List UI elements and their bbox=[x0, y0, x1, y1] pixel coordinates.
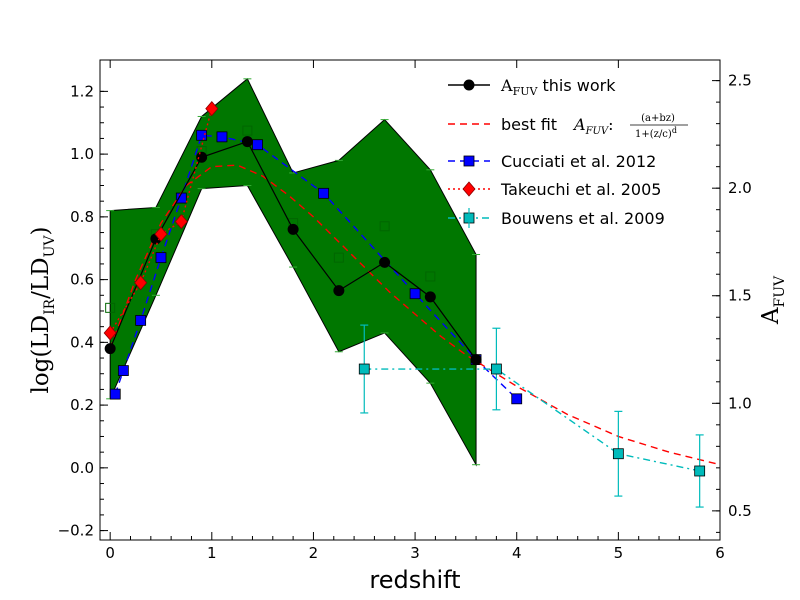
y2-tick-label: 0.5 bbox=[728, 502, 752, 520]
data-point-a-fuv-this-work bbox=[425, 292, 435, 302]
svg-text:log(LDIR/LDUV): log(LDIR/LDUV) bbox=[28, 226, 58, 393]
data-point-a-fuv-this-work bbox=[334, 286, 344, 296]
data-point-a-fuv-this-work bbox=[242, 137, 252, 147]
legend-label-takeuchi-et-al-2005: Takeuchi et al. 2005 bbox=[500, 180, 661, 199]
y-tick-label: 0.8 bbox=[70, 208, 94, 226]
data-point-bouwens-et-al-2009 bbox=[613, 449, 623, 459]
y2-axis-title: AFUV bbox=[758, 275, 788, 325]
data-point-bouwens-et-al-2009 bbox=[491, 364, 501, 374]
x-tick-label: 3 bbox=[410, 544, 420, 562]
y2-tick-label: 1.5 bbox=[728, 287, 752, 305]
chart: 0 1 2 3 4 5 6 −0.2 0.0 0.2 0.4 0.6 0.8 1.0 1.2 0.5 1.0 1.… bbox=[0, 0, 800, 600]
legend-label-this-work: AFUV this work bbox=[500, 76, 616, 98]
legend-label-bouwens-et-al-2009: Bouwens et al. 2009 bbox=[501, 209, 665, 228]
data-point-bouwens-et-al-2009 bbox=[695, 466, 705, 476]
legend-marker-a-fuv-this-work bbox=[464, 80, 474, 90]
x-tick-label: 4 bbox=[512, 544, 522, 562]
data-point-a-fuv-this-work bbox=[105, 344, 115, 354]
plot-area bbox=[104, 79, 720, 507]
data-point-a-fuv-this-work bbox=[288, 224, 298, 234]
data-point-cucciati-et-al-2012 bbox=[410, 289, 420, 299]
data-point-cucciati-et-al-2012 bbox=[253, 140, 263, 150]
data-point-cucciati-et-al-2012 bbox=[197, 130, 207, 140]
uncertainty-band bbox=[110, 79, 476, 465]
y-tick-label: 0.4 bbox=[70, 333, 94, 351]
data-point-cucciati-et-al-2012 bbox=[110, 389, 120, 399]
legend-marker-cucciati-et-al-2012 bbox=[464, 156, 474, 166]
y-tick-label: −0.2 bbox=[58, 522, 94, 540]
legend-label-cucciati-et-al-2012: Cucciati et al. 2012 bbox=[501, 152, 656, 171]
legend-label-best-fit: best fit bbox=[501, 115, 557, 134]
data-point-cucciati-et-al-2012 bbox=[512, 394, 522, 404]
legend-marker-takeuchi-et-al-2005 bbox=[463, 182, 475, 196]
legend-formula: AFUV: bbox=[572, 115, 614, 137]
data-point-cucciati-et-al-2012 bbox=[118, 366, 128, 376]
data-point-a-fuv-this-work bbox=[380, 257, 390, 267]
y2-tick-label: 1.0 bbox=[728, 394, 752, 412]
data-point-cucciati-et-al-2012 bbox=[156, 253, 166, 263]
formula-denominator: 1+(z/c)d bbox=[635, 126, 677, 140]
data-point-cucciati-et-al-2012 bbox=[217, 132, 227, 142]
x-tick-label: 5 bbox=[614, 544, 624, 562]
svg-text:AFUV: AFUV bbox=[758, 275, 788, 325]
x-tick-label: 0 bbox=[105, 544, 115, 562]
y-tick-label: 1.0 bbox=[70, 145, 94, 163]
legend: AFUV this work best fit AFUV: (a+bz) 1+(z/c)… bbox=[448, 76, 688, 228]
data-point-cucciati-et-al-2012 bbox=[319, 188, 329, 198]
y-axis-title: log(LDIR/LDUV) bbox=[28, 226, 58, 393]
x-tick-label: 6 bbox=[715, 544, 725, 562]
y2-tick-label: 2.0 bbox=[728, 179, 752, 197]
y-tick-label: 0.6 bbox=[70, 271, 94, 289]
formula-numerator: (a+bz) bbox=[641, 113, 675, 124]
data-point-cucciati-et-al-2012 bbox=[136, 315, 146, 325]
x-tick-label: 1 bbox=[207, 544, 217, 562]
series-line-bouwens-et-al-2009 bbox=[364, 369, 699, 471]
y2-tick-label: 2.5 bbox=[728, 72, 752, 90]
x-tick-label: 2 bbox=[309, 544, 319, 562]
data-point-bouwens-et-al-2009 bbox=[359, 364, 369, 374]
y-tick-label: 0.2 bbox=[70, 396, 94, 414]
x-axis-title: redshift bbox=[369, 566, 460, 594]
data-point-a-fuv-this-work bbox=[471, 355, 481, 365]
y-tick-label: 0.0 bbox=[70, 459, 94, 477]
y-tick-label: 1.2 bbox=[70, 82, 94, 100]
